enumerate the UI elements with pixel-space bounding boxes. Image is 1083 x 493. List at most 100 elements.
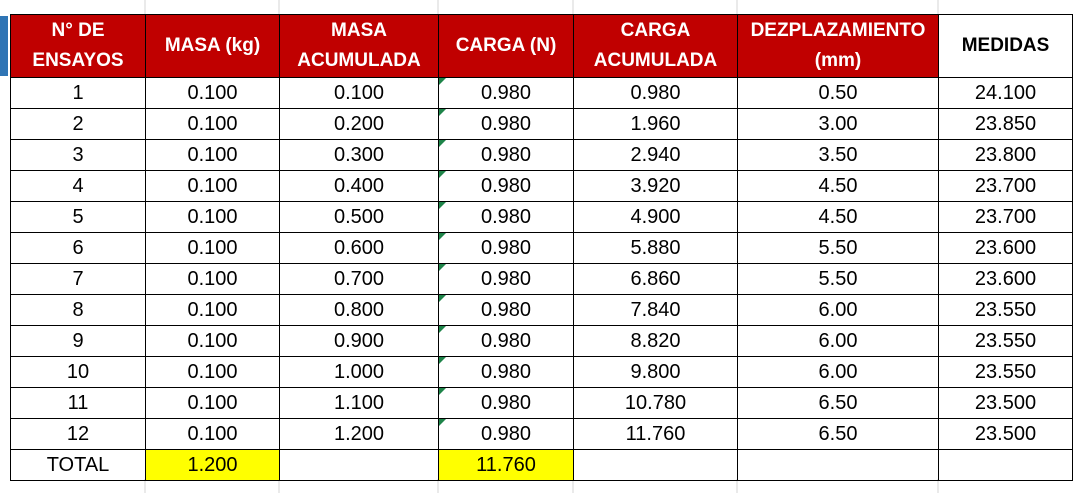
carga-cell[interactable]: 0.980 <box>438 418 574 450</box>
carga-cell[interactable]: 0.980 <box>438 170 574 202</box>
medida-cell[interactable]: 23.700 <box>938 201 1073 233</box>
carga-acumulada-cell[interactable]: 6.860 <box>573 263 738 295</box>
carga-cell[interactable]: 0.980 <box>438 77 574 109</box>
masa-acumulada-cell[interactable]: 0.500 <box>279 201 439 233</box>
masa-cell[interactable]: 0.100 <box>145 356 280 388</box>
carga-cell[interactable]: 0.980 <box>438 325 574 357</box>
ensayo-cell[interactable]: 9 <box>10 325 146 357</box>
ensayo-cell[interactable]: 6 <box>10 232 146 264</box>
desplazamiento-cell[interactable]: 6.00 <box>737 356 939 388</box>
desplazamiento-cell[interactable]: 5.50 <box>737 232 939 264</box>
carga-cell[interactable]: 0.980 <box>438 108 574 140</box>
medida-cell[interactable]: 23.600 <box>938 263 1073 295</box>
empty-cell[interactable] <box>573 449 738 481</box>
masa-cell[interactable]: 0.100 <box>145 139 280 171</box>
carga-acumulada-cell[interactable]: 9.800 <box>573 356 738 388</box>
desplazamiento-cell[interactable]: 6.50 <box>737 418 939 450</box>
ensayo-cell[interactable]: 2 <box>10 108 146 140</box>
carga-cell[interactable]: 0.980 <box>438 139 574 171</box>
ensayo-cell[interactable]: 1 <box>10 77 146 109</box>
carga-cell[interactable]: 0.980 <box>438 294 574 326</box>
carga-cell[interactable]: 0.980 <box>438 232 574 264</box>
masa-acumulada-cell[interactable]: 0.200 <box>279 108 439 140</box>
desplazamiento-cell[interactable]: 4.50 <box>737 170 939 202</box>
masa-cell[interactable]: 0.100 <box>145 418 280 450</box>
medida-cell[interactable]: 23.700 <box>938 170 1073 202</box>
desplazamiento-cell[interactable]: 6.00 <box>737 325 939 357</box>
masa-cell[interactable]: 0.100 <box>145 77 280 109</box>
total-label[interactable]: TOTAL <box>10 449 146 481</box>
medida-cell[interactable]: 23.500 <box>938 387 1073 419</box>
medida-cell[interactable]: 23.500 <box>938 418 1073 450</box>
carga-acumulada-cell[interactable]: 8.820 <box>573 325 738 357</box>
masa-acumulada-cell[interactable]: 0.700 <box>279 263 439 295</box>
medida-cell[interactable]: 23.850 <box>938 108 1073 140</box>
medida-cell[interactable]: 23.600 <box>938 232 1073 264</box>
empty-cell[interactable] <box>938 449 1073 481</box>
ensayo-cell[interactable]: 3 <box>10 139 146 171</box>
carga-acumulada-cell[interactable]: 7.840 <box>573 294 738 326</box>
header-masa[interactable]: MASA (kg) <box>145 14 280 78</box>
desplazamiento-cell[interactable]: 6.50 <box>737 387 939 419</box>
medida-cell[interactable]: 23.800 <box>938 139 1073 171</box>
desplazamiento-cell[interactable]: 3.50 <box>737 139 939 171</box>
header-carga-acumulada[interactable]: CARGA ACUMULADA <box>573 14 738 78</box>
desplazamiento-cell[interactable]: 5.50 <box>737 263 939 295</box>
desplazamiento-cell[interactable]: 0.50 <box>737 77 939 109</box>
desplazamiento-cell[interactable]: 4.50 <box>737 201 939 233</box>
carga-acumulada-cell[interactable]: 1.960 <box>573 108 738 140</box>
masa-acumulada-cell[interactable]: 0.900 <box>279 325 439 357</box>
carga-cell[interactable]: 0.980 <box>438 356 574 388</box>
carga-acumulada-cell[interactable]: 0.980 <box>573 77 738 109</box>
ensayo-cell[interactable]: 7 <box>10 263 146 295</box>
desplazamiento-cell[interactable]: 6.00 <box>737 294 939 326</box>
masa-cell[interactable]: 0.100 <box>145 294 280 326</box>
masa-cell[interactable]: 0.100 <box>145 232 280 264</box>
ensayo-cell[interactable]: 5 <box>10 201 146 233</box>
medida-cell[interactable]: 23.550 <box>938 356 1073 388</box>
carga-acumulada-cell[interactable]: 4.900 <box>573 201 738 233</box>
carga-cell[interactable]: 0.980 <box>438 263 574 295</box>
header-ensayos[interactable]: N° DE ENSAYOS <box>10 14 146 78</box>
header-masa-acumulada[interactable]: MASA ACUMULADA <box>279 14 439 78</box>
ensayo-cell[interactable]: 4 <box>10 170 146 202</box>
masa-acumulada-cell[interactable]: 1.100 <box>279 387 439 419</box>
table-row: 3 0.100 0.300 0.980 2.940 3.50 23.800 <box>10 139 1073 171</box>
carga-acumulada-cell[interactable]: 3.920 <box>573 170 738 202</box>
total-masa-cell[interactable]: 1.200 <box>145 449 280 481</box>
masa-cell[interactable]: 0.100 <box>145 263 280 295</box>
carga-cell[interactable]: 0.980 <box>438 201 574 233</box>
carga-acumulada-cell[interactable]: 5.880 <box>573 232 738 264</box>
ensayo-cell[interactable]: 8 <box>10 294 146 326</box>
masa-cell[interactable]: 0.100 <box>145 325 280 357</box>
masa-acumulada-cell[interactable]: 1.200 <box>279 418 439 450</box>
table-row: 9 0.100 0.900 0.980 8.820 6.00 23.550 <box>10 325 1073 357</box>
carga-cell[interactable]: 0.980 <box>438 387 574 419</box>
medida-cell[interactable]: 24.100 <box>938 77 1073 109</box>
header-carga[interactable]: CARGA (N) <box>438 14 574 78</box>
medida-cell[interactable]: 23.550 <box>938 294 1073 326</box>
masa-cell[interactable]: 0.100 <box>145 201 280 233</box>
desplazamiento-cell[interactable]: 3.00 <box>737 108 939 140</box>
header-medidas[interactable]: MEDIDAS <box>938 14 1073 78</box>
masa-cell[interactable]: 0.100 <box>145 108 280 140</box>
masa-acumulada-cell[interactable]: 1.000 <box>279 356 439 388</box>
header-desplazamiento[interactable]: DEZPLAZAMIENTO (mm) <box>737 14 939 78</box>
masa-cell[interactable]: 0.100 <box>145 387 280 419</box>
medida-cell[interactable]: 23.550 <box>938 325 1073 357</box>
masa-acumulada-cell[interactable]: 0.300 <box>279 139 439 171</box>
ensayo-cell[interactable]: 11 <box>10 387 146 419</box>
masa-acumulada-cell[interactable]: 0.600 <box>279 232 439 264</box>
total-carga-cell[interactable]: 11.760 <box>438 449 574 481</box>
masa-acumulada-cell[interactable]: 0.800 <box>279 294 439 326</box>
ensayo-cell[interactable]: 10 <box>10 356 146 388</box>
empty-cell[interactable] <box>279 449 439 481</box>
carga-acumulada-cell[interactable]: 2.940 <box>573 139 738 171</box>
ensayo-cell[interactable]: 12 <box>10 418 146 450</box>
masa-cell[interactable]: 0.100 <box>145 170 280 202</box>
carga-acumulada-cell[interactable]: 10.780 <box>573 387 738 419</box>
empty-cell[interactable] <box>737 449 939 481</box>
masa-acumulada-cell[interactable]: 0.100 <box>279 77 439 109</box>
masa-acumulada-cell[interactable]: 0.400 <box>279 170 439 202</box>
carga-acumulada-cell[interactable]: 11.760 <box>573 418 738 450</box>
